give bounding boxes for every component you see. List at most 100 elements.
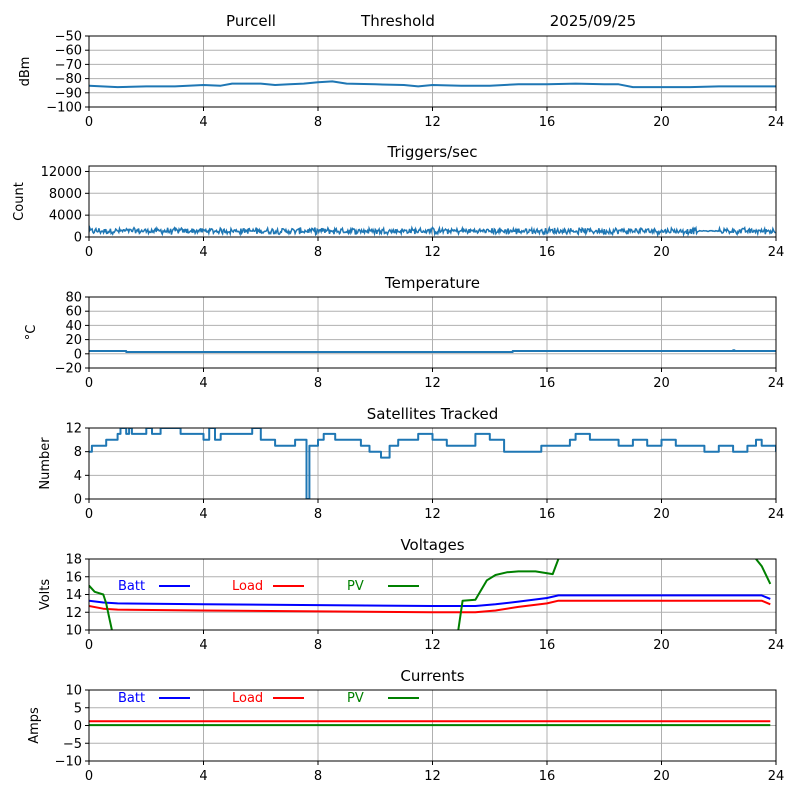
x-tick-label: 24 — [768, 769, 785, 784]
y-tick-label: 20 — [65, 333, 82, 348]
legend-label-pv: PV — [347, 691, 364, 706]
x-tick-label: 24 — [768, 376, 785, 391]
y-axis-label: °C — [24, 325, 39, 341]
x-tick-label: 8 — [314, 507, 322, 522]
x-tick-label: 16 — [539, 115, 556, 130]
x-tick-label: 8 — [314, 638, 322, 653]
legend-label-batt: Batt — [118, 579, 145, 594]
series-line-load — [89, 599, 771, 614]
x-tick-label: 16 — [539, 507, 556, 522]
y-tick-label: −50 — [55, 30, 82, 45]
y-tick-label: −90 — [55, 86, 82, 101]
y-tick-label: 10 — [65, 624, 82, 639]
series-line-temperature — [89, 349, 776, 353]
panel-currents: 0 4 8 12 16 20 24 −10 −5 0 5 10 Currents Amps Batt Load… — [27, 667, 784, 784]
x-tick-label: 4 — [199, 115, 207, 130]
y-tick-label: −80 — [55, 72, 82, 87]
y-tick-label: 18 — [65, 553, 82, 568]
x-tick-label: 12 — [424, 638, 441, 653]
x-tick-label: 8 — [314, 376, 322, 391]
legend-label-pv: PV — [347, 579, 364, 594]
y-tick-label: 8 — [74, 445, 82, 460]
legend-label-load: Load — [232, 579, 263, 594]
header-mode: Threshold — [360, 12, 435, 30]
x-tick-label: 20 — [653, 769, 670, 784]
x-tick-label: 24 — [768, 245, 785, 260]
legend-label-load: Load — [232, 691, 263, 706]
y-tick-label: −10 — [55, 755, 82, 770]
x-tick-label: 12 — [424, 115, 441, 130]
x-tick-label: 16 — [539, 769, 556, 784]
x-tick-label: 4 — [199, 769, 207, 784]
y-tick-label: −5 — [63, 737, 82, 752]
x-tick-label: 16 — [539, 376, 556, 391]
series-line-threshold — [89, 80, 776, 89]
series-group — [89, 225, 776, 237]
x-tick-label: 8 — [314, 769, 322, 784]
x-tick-label: 0 — [85, 769, 93, 784]
x-tick-label: 4 — [199, 376, 207, 391]
y-tick-label: 4000 — [49, 209, 82, 224]
y-tick-label: 14 — [65, 588, 82, 603]
series-group — [89, 559, 772, 630]
x-tick-label: 20 — [653, 376, 670, 391]
series-line-triggers — [89, 225, 776, 237]
y-axis-label: Amps — [27, 707, 42, 744]
y-tick-label: 80 — [65, 291, 82, 306]
legend-label-batt: Batt — [118, 691, 145, 706]
y-tick-label: 10 — [65, 684, 82, 699]
y-tick-label: 12 — [65, 606, 82, 621]
x-tick-label: 0 — [85, 115, 93, 130]
x-tick-label: 8 — [314, 115, 322, 130]
y-axis-label: Count — [12, 182, 27, 221]
header-station: Purcell — [226, 12, 276, 30]
panel-triggers: 0 4 8 12 16 20 24 0 4000 8000 12000 Triggers/sec Cou… — [12, 143, 784, 260]
x-tick-label: 16 — [539, 638, 556, 653]
x-tick-label: 0 — [85, 507, 93, 522]
x-tick-label: 24 — [768, 507, 785, 522]
y-tick-label: 0 — [74, 493, 82, 508]
y-tick-label: 40 — [65, 319, 82, 334]
panel-title: Voltages — [400, 536, 464, 554]
panel-title: Temperature — [384, 274, 480, 292]
x-tick-label: 8 — [314, 245, 322, 260]
series-group — [89, 428, 776, 499]
x-tick-label: 4 — [199, 638, 207, 653]
x-tick-label: 24 — [768, 115, 785, 130]
x-tick-label: 16 — [539, 245, 556, 260]
x-tick-label: 12 — [424, 245, 441, 260]
y-tick-label: −70 — [55, 58, 82, 73]
panel-title: Currents — [400, 667, 464, 685]
y-tick-label: 4 — [74, 469, 82, 484]
x-tick-label: 4 — [199, 507, 207, 522]
y-axis-label: Volts — [38, 579, 53, 611]
y-tick-label: 12000 — [41, 165, 82, 180]
panel-title: Satellites Tracked — [367, 405, 498, 423]
y-axis-label: Number — [38, 437, 53, 490]
x-tick-label: 12 — [424, 507, 441, 522]
x-tick-label: 0 — [85, 376, 93, 391]
y-tick-label: 5 — [74, 701, 82, 716]
panel-voltages: 0 4 8 12 16 20 24 10 12 14 16 18 Voltages Volts Batt Lo… — [38, 536, 784, 653]
panel-title: Triggers/sec — [387, 143, 478, 161]
series-group — [89, 80, 776, 89]
x-tick-label: 4 — [199, 245, 207, 260]
x-tick-label: 12 — [424, 769, 441, 784]
y-tick-label: −20 — [55, 362, 82, 377]
y-tick-label: 0 — [74, 231, 82, 246]
y-tick-label: 0 — [74, 347, 82, 362]
x-tick-label: 24 — [768, 638, 785, 653]
x-tick-label: 20 — [653, 638, 670, 653]
y-tick-label: 60 — [65, 305, 82, 320]
y-tick-label: 12 — [65, 422, 82, 437]
y-tick-label: −100 — [46, 101, 82, 116]
y-tick-label: −60 — [55, 44, 82, 59]
panel-threshold: 0 4 8 12 16 20 24 −100−90−80−70−60−50 dBm — [18, 30, 784, 131]
y-tick-label: 8000 — [49, 187, 82, 202]
x-tick-label: 0 — [85, 245, 93, 260]
x-tick-label: 20 — [653, 245, 670, 260]
y-axis-label: dBm — [18, 57, 33, 87]
series-group — [89, 349, 776, 353]
x-tick-label: 20 — [653, 115, 670, 130]
